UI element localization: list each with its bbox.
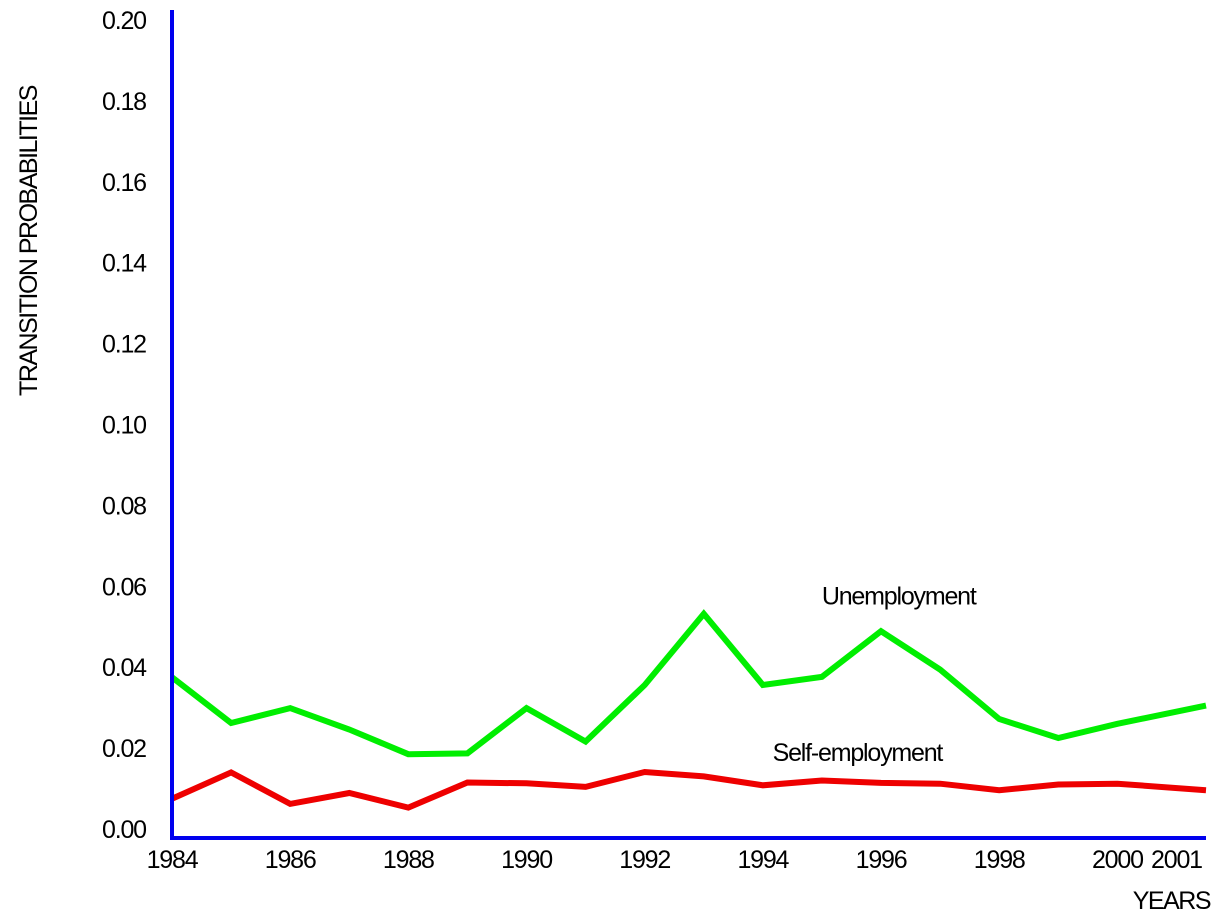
y-tick-label: 0.08 — [102, 492, 146, 520]
x-tick-labels: 1984 1986 1988 1990 1992 1994 1996 1998 2000 2001 — [147, 846, 1204, 874]
y-tick-label: 0.14 — [102, 250, 147, 278]
y-axis-title: TRANSITION PROBABILITIES — [15, 85, 43, 396]
x-tick-label: 1994 — [737, 846, 789, 874]
x-tick-label: 2001 — [1151, 846, 1202, 874]
series-label-0: Unemployment — [822, 583, 977, 611]
x-tick-label: 1998 — [974, 846, 1025, 874]
x-tick-label: 1992 — [619, 846, 670, 874]
series-labels: Unemployment Self-employment — [773, 583, 978, 768]
y-tick-label: 0.02 — [102, 735, 146, 763]
y-tick-label: 0.12 — [102, 331, 146, 359]
x-tick-label: 1990 — [501, 846, 552, 874]
y-tick-label: 0.20 — [102, 7, 146, 35]
series-lines — [170, 609, 1207, 811]
y-tick-label: 0.18 — [102, 88, 146, 116]
x-tick-label: 2000 — [1092, 846, 1143, 874]
series-line-1 — [170, 768, 1207, 811]
x-axis-title: YEARS — [1133, 887, 1211, 915]
y-tick-label: 0.16 — [102, 169, 146, 197]
x-tick-label: 1984 — [147, 846, 199, 874]
y-tick-labels: 0.00 0.02 0.04 0.06 0.08 0.10 0.12 0.14 0.16 0.18… — [102, 7, 148, 844]
x-tick-label: 1986 — [265, 846, 316, 874]
y-tick-label: 0.10 — [102, 412, 146, 440]
series-label-1: Self-employment — [773, 739, 944, 767]
y-tick-label: 0.04 — [102, 654, 147, 682]
x-tick-label: 1996 — [856, 846, 907, 874]
x-tick-label: 1988 — [383, 846, 434, 874]
y-tick-label: 0.00 — [102, 816, 146, 844]
series-line-0 — [170, 609, 1207, 758]
y-tick-label: 0.06 — [102, 573, 146, 601]
